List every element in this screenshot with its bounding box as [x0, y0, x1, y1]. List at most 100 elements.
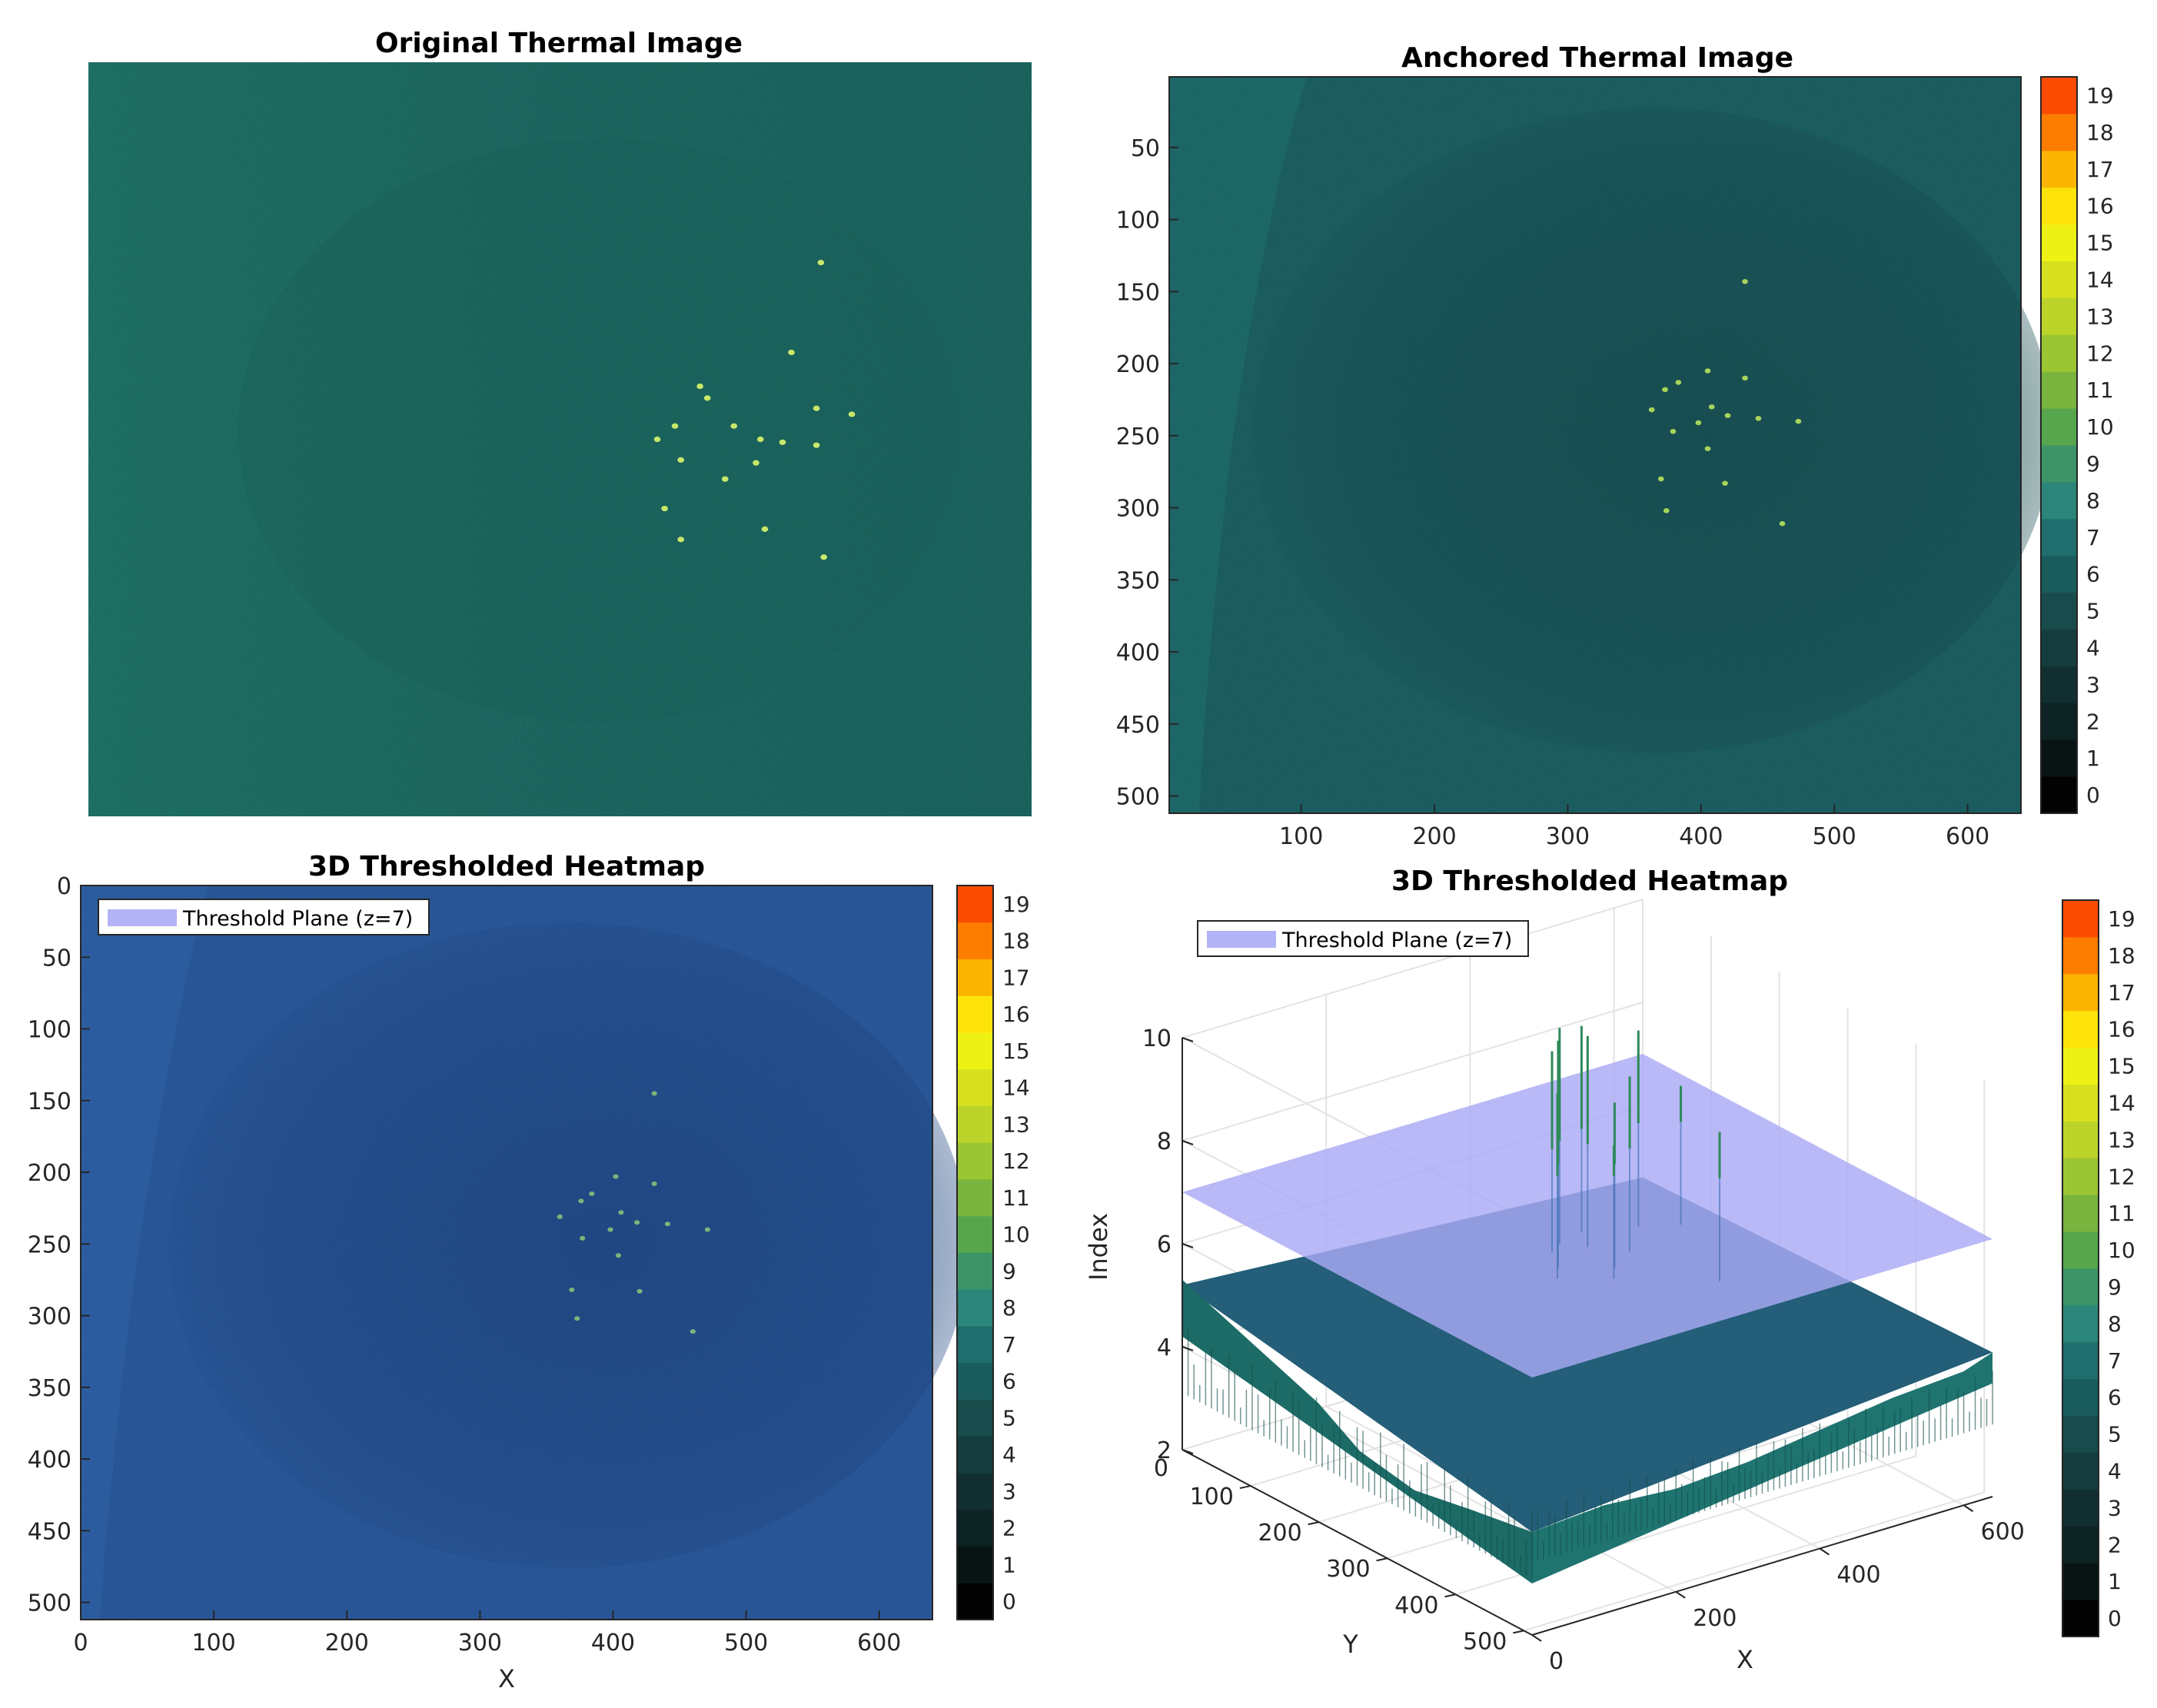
y-tick-label: 300: [1116, 496, 1160, 523]
legend-swatch: [1207, 931, 1276, 948]
y-tick-label: 100: [1116, 208, 1160, 234]
y-tick-label: 250: [1116, 424, 1160, 450]
colorbar-tick-label: 0: [2108, 1606, 2122, 1631]
anchored-hotspots: [1648, 279, 1802, 527]
hotspot-point: [1755, 416, 1762, 421]
legend-label: Threshold Plane (z=7): [182, 907, 413, 931]
colorbar-tick-label: 19: [1002, 892, 1030, 917]
hotspot-point: [1663, 508, 1670, 513]
hotspot-point: [580, 1235, 586, 1241]
colorbar-tick-label: 3: [1002, 1479, 1016, 1504]
anchored-ticks: 100 200 300 400 500 600 50 100 150 200 250 300 350 40…: [1116, 135, 1990, 850]
hotspot-point: [1704, 446, 1711, 451]
colorbar-segment: [2041, 555, 2077, 593]
colorbar-tick-label: 10: [2086, 414, 2114, 440]
y-tick-label: 500: [1463, 1628, 1507, 1655]
hotspot-point: [848, 411, 856, 417]
colorbar-tick-label: 8: [2086, 488, 2100, 513]
hotspot-point: [651, 1181, 657, 1186]
colorbar-segment: [2062, 1304, 2099, 1343]
thresholded-3d-legend: Threshold Plane (z=7): [1197, 920, 1529, 957]
y-tick-mark: [1444, 1593, 1456, 1598]
colorbar-segment: [2041, 334, 2077, 372]
y-tick-label: 500: [1116, 784, 1160, 811]
y-tick-mark: [1308, 1521, 1319, 1526]
y-tick-label: 400: [1394, 1592, 1438, 1619]
colorbar-segment: [2041, 150, 2077, 188]
colorbar-segment: [2062, 1563, 2099, 1600]
y-tick-label: 50: [1131, 135, 1160, 162]
colorbar-segment: [2062, 1047, 2099, 1085]
colorbar-tick-label: 2: [2086, 709, 2100, 734]
colorbar-tick-label: 5: [2086, 599, 2100, 624]
y-tick-label: 350: [28, 1375, 71, 1402]
anchored-title: Anchored Thermal Image: [1401, 42, 1793, 74]
hotspot-point: [730, 423, 738, 429]
colorbar-segment: [2062, 936, 2099, 975]
colorbar-tick-label: 15: [2086, 231, 2114, 256]
hotspot-point: [1724, 413, 1731, 418]
y-tick-label: 300: [28, 1304, 71, 1331]
hotspot-point: [761, 526, 769, 532]
colorbar-tick-label: 12: [2086, 341, 2114, 366]
colorbar-tick-label: 19: [2086, 83, 2114, 108]
hotspot-point: [615, 1253, 622, 1258]
colorbar-tick-label: 2: [1002, 1516, 1016, 1541]
original-hotspots: [653, 259, 856, 560]
hotspot-point: [1648, 407, 1655, 413]
y-axis-line: [1182, 1449, 1533, 1636]
thresholded-3d-axes: 2 4 6 8 10 100 200 300 400 500 0 0 200 400 600: [1142, 1025, 2025, 1675]
y-tick-label: 400: [28, 1447, 71, 1474]
colorbar-segment: [957, 1289, 993, 1327]
x-tick-mark: [1963, 1504, 1974, 1513]
y-tick-label: 200: [1116, 351, 1160, 378]
colorbar-tick-label: 7: [1002, 1332, 1016, 1357]
colorbar-segment: [2062, 900, 2099, 938]
colorbar-segment: [957, 1032, 993, 1070]
colorbar-segment: [2041, 592, 2077, 630]
colorbar-tick-label: 6: [2086, 562, 2100, 587]
hotspot-point: [677, 537, 685, 543]
colorbar-segment: [957, 1399, 993, 1437]
x-tick-label: 200: [1693, 1605, 1737, 1632]
colorbar-tick-label: 17: [1002, 965, 1030, 990]
x-tick-label: 100: [191, 1630, 235, 1656]
z-tick-label: 2: [1157, 1437, 1172, 1464]
y-tick-label: 450: [28, 1518, 71, 1545]
thresholded-2d-ticks: 0 100 200 300 400 500 600 0 50 100 150 200 250 300 350…: [28, 873, 902, 1656]
colorbar-segment: [2062, 1600, 2099, 1637]
colorbar-tick-label: 14: [1002, 1075, 1030, 1101]
y-tick-mark: [1239, 1485, 1251, 1490]
colorbar-segment: [2062, 1084, 2099, 1121]
colorbar-segment: [957, 1546, 993, 1583]
hotspot-point: [788, 349, 795, 356]
colorbar-segment: [957, 1436, 993, 1474]
x-tick-label: 400: [591, 1630, 635, 1656]
z-tick-mark: [1182, 1243, 1194, 1248]
hotspot-point: [1657, 476, 1664, 482]
colorbar-segment: [957, 1215, 993, 1253]
hotspot-point: [1675, 380, 1682, 385]
thresholded-3d-title: 3D Thresholded Heatmap: [1391, 866, 1788, 897]
colorbar-segment: [2062, 1231, 2099, 1269]
colorbar-tick-label: 1: [2086, 746, 2100, 771]
y-tick-label: 150: [28, 1088, 71, 1115]
x-tick-label: 600: [857, 1630, 901, 1656]
y-tick-label: 500: [28, 1590, 71, 1617]
anchored-axes-box: [1168, 76, 2022, 814]
colorbar-tick-label: 16: [2108, 1017, 2135, 1042]
colorbar-tick-label: 19: [2108, 906, 2135, 932]
colorbar-tick-label: 5: [1002, 1405, 1016, 1431]
hotspot-point: [653, 436, 661, 443]
colorbar-tick-label: 8: [2108, 1311, 2122, 1337]
x-tick-label: 500: [724, 1630, 768, 1656]
colorbar-segment: [2041, 629, 2077, 666]
thresholded-3d-zlabel: Index: [1084, 1213, 1113, 1281]
hotspot-point: [1722, 480, 1728, 486]
colorbar-segment: [957, 1142, 993, 1180]
hotspot-point: [618, 1210, 624, 1215]
y-tick-label: 250: [28, 1231, 71, 1258]
colorbar-segment: [2062, 1415, 2099, 1453]
